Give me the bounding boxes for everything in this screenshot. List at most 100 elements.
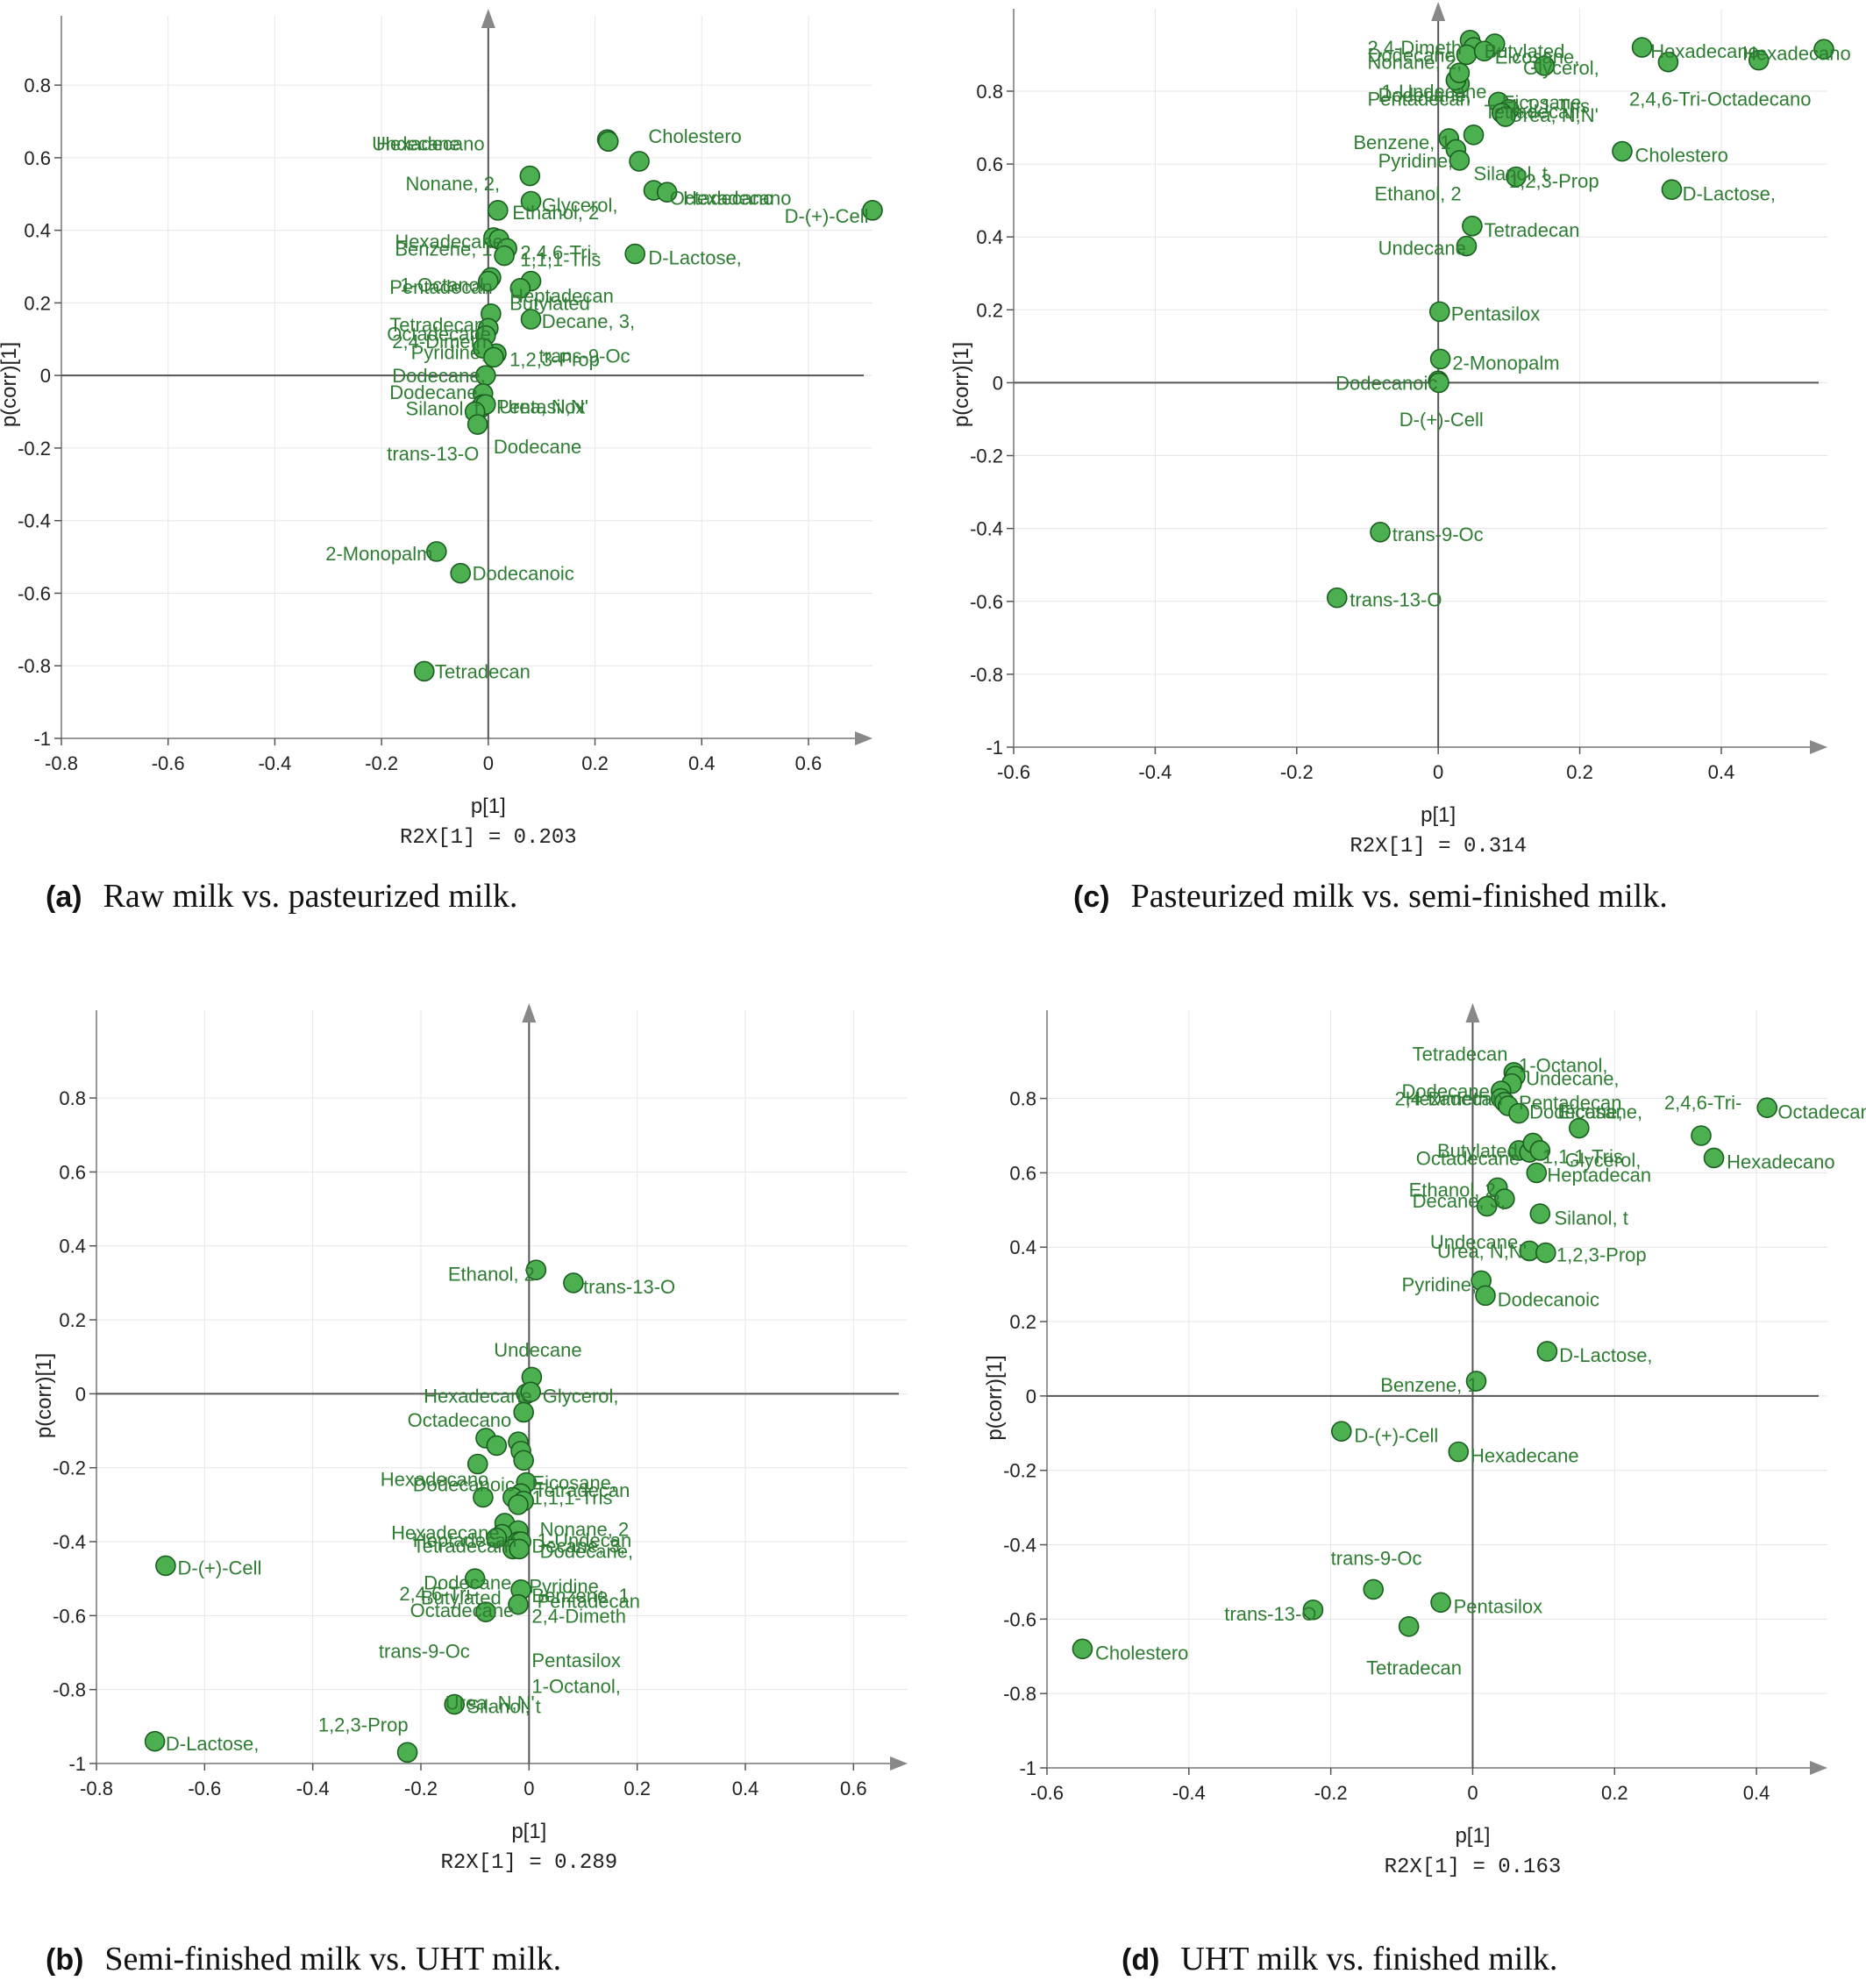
data-point: [1534, 55, 1556, 76]
caption-letter-a: (a): [46, 880, 82, 914]
data-point-label: Dodecanoic: [413, 1474, 515, 1496]
data-point-label: 2,4,6-Tri-: [520, 241, 597, 263]
data-point-label: trans-13-O: [387, 443, 479, 465]
data-point: [475, 1601, 496, 1622]
data-point-label: Silanol, t: [1555, 1207, 1628, 1229]
x-tick-label: 0.6: [795, 752, 823, 774]
points-a: [414, 129, 883, 682]
x-tick-label: 0.2: [1566, 761, 1593, 783]
y-tick-label: 0.8: [976, 81, 1003, 103]
y-tick-label: 0.6: [976, 153, 1003, 175]
data-point-label: Tetradecan: [1413, 1044, 1508, 1065]
x-arrow-icon: [855, 731, 872, 745]
data-point: [1430, 1592, 1451, 1614]
data-point: [1302, 1599, 1324, 1621]
y-tick-label: -0.2: [53, 1457, 86, 1479]
scatter-plot-c: -0.6 -0.4 -0.2 0 0.2 0.4 0.8 0.6 0.4 0.2 0 -0.2 -0.4…: [950, 2, 1851, 859]
data-point-label: Benzene, 1: [1353, 132, 1450, 153]
data-point-label: Undecane: [1378, 238, 1466, 260]
data-point-label: D-Lactose,: [1559, 1344, 1652, 1366]
data-point-label: Octadecano: [1777, 1101, 1866, 1122]
panel-d: -0.6 -0.4 -0.2 0 0.2 0.4 0.8 0.6 0.4 0.2 0 -0.2 -0.4…: [933, 994, 1866, 1988]
y-tick-label: 0: [993, 372, 1003, 394]
data-point-label: 2,4-Dimeth: [1394, 1088, 1489, 1110]
data-point-label: Undecane: [494, 1339, 581, 1361]
data-point-label: Eicosane,: [1502, 91, 1587, 113]
data-point-label: 1,2,3-Prop: [318, 1714, 409, 1736]
scatter-plot-a: -0.8 -0.6 -0.4 -0.2 0 0.2 0.4 0.6 0.8 0.6 0.4 0.2 0 -…: [0, 9, 883, 850]
data-point-label: Silanol, t: [1474, 162, 1548, 184]
data-point-label: Cholestero: [648, 125, 741, 147]
data-point: [629, 151, 650, 172]
data-point-label: 1,1,1-Tris: [531, 1486, 612, 1508]
data-point: [656, 182, 678, 203]
data-point-label: Pentasilox: [1454, 1596, 1543, 1618]
data-point-label: Ethanol, 2: [512, 202, 599, 224]
data-point-label: trans-9-Oc: [1392, 524, 1484, 545]
data-point-label: Hexadecane: [424, 1386, 532, 1407]
data-point: [1748, 49, 1770, 71]
data-point-label: 1,2,3-Prop: [509, 349, 600, 371]
data-point-label: Glycerol,: [1523, 57, 1599, 79]
data-point: [525, 1259, 547, 1280]
data-point-label: Urea, N,N': [1437, 1240, 1527, 1262]
data-point-label: Dodecanoic: [1335, 372, 1437, 394]
data-point-label: Pentadecan: [538, 1590, 640, 1612]
data-point-label: Octadecane: [387, 324, 491, 346]
data-point: [1449, 62, 1471, 83]
caption-text-d: UHT milk vs. finished milk.: [1180, 1941, 1558, 1977]
y-tick-label: 0.8: [24, 75, 51, 96]
data-point: [1813, 39, 1834, 60]
caption-text-b: Semi-finished milk vs. UHT milk.: [104, 1941, 562, 1977]
data-point-label: Urea, N,N': [499, 395, 588, 417]
data-point: [1072, 1638, 1093, 1660]
data-point: [396, 1742, 418, 1764]
y-tick-label: 0.6: [59, 1161, 86, 1183]
data-point: [1398, 1616, 1420, 1637]
data-point: [1535, 1242, 1556, 1264]
data-point-label: Nonane, 2,: [1367, 52, 1462, 74]
y-tick-label: 0.6: [24, 147, 51, 169]
data-point-label: Tetradecan: [535, 1479, 630, 1501]
data-point: [144, 1730, 166, 1752]
y-arrow-icon: [1465, 1003, 1480, 1023]
data-point-label: trans-9-Oc: [539, 345, 630, 367]
data-point-label: Hexadecano: [381, 1468, 489, 1490]
data-point: [1463, 125, 1485, 146]
data-point-label: Silanol, t: [406, 397, 480, 419]
point-labels-d: Tetradecan1-Octanol,Undecane,Dodecane2,4…: [1095, 1044, 1866, 1679]
data-point-label: Dodecane: [389, 381, 477, 403]
data-point-label: 1-Octanol,: [400, 274, 489, 296]
data-point: [509, 1538, 531, 1560]
y-tick-label: -0.4: [53, 1531, 86, 1553]
data-point-label: Glycerol,: [543, 1386, 619, 1407]
data-point: [624, 243, 645, 265]
data-point: [466, 414, 488, 435]
data-point-label: trans-13-O: [583, 1276, 675, 1298]
data-point-label: Dodecane: [494, 436, 581, 458]
caption-c: (c) Pasteurized milk vs. semi-finished mi…: [1073, 877, 1668, 916]
data-point-label: 1-Octanol,: [1519, 1054, 1608, 1076]
x-axis-label: p[1]: [1455, 1824, 1490, 1848]
data-point-label: 2,4-Dimeth: [392, 331, 487, 353]
data-point-label: Heptadecan: [1547, 1165, 1651, 1186]
data-point-label: 2,4-Dimeth: [531, 1605, 626, 1627]
point-labels-b: Ethanol, 2 trans-13-O Undecane Hexadecane Gl…: [166, 1263, 675, 1754]
caption-letter-d: (d): [1122, 1943, 1160, 1977]
y-tick-label: -0.2: [1003, 1460, 1036, 1482]
x-tick-label: -0.4: [296, 1778, 330, 1799]
y-arrow-icon: [522, 1003, 537, 1023]
data-point-label: Pentadecan: [1367, 88, 1470, 110]
data-point: [520, 1381, 541, 1403]
data-point-label: Benzene, 1: [531, 1585, 629, 1607]
y-tick-label: 0.4: [24, 220, 51, 242]
data-point-label: 1,2,3-Prop: [1509, 170, 1599, 192]
data-point-label: Dodecane: [1367, 44, 1455, 66]
data-point: [1631, 37, 1653, 58]
data-point-label: Undecane,: [1526, 1067, 1619, 1089]
panel-a: -0.8 -0.6 -0.4 -0.2 0 0.2 0.4 0.6 0.8 0.6 0.4 0.2 0 -…: [0, 0, 933, 994]
y-tick-label: -0.6: [1003, 1608, 1036, 1630]
y-tick-label: 0: [1026, 1386, 1036, 1407]
data-point-label: Glycerol,: [1565, 1150, 1642, 1172]
